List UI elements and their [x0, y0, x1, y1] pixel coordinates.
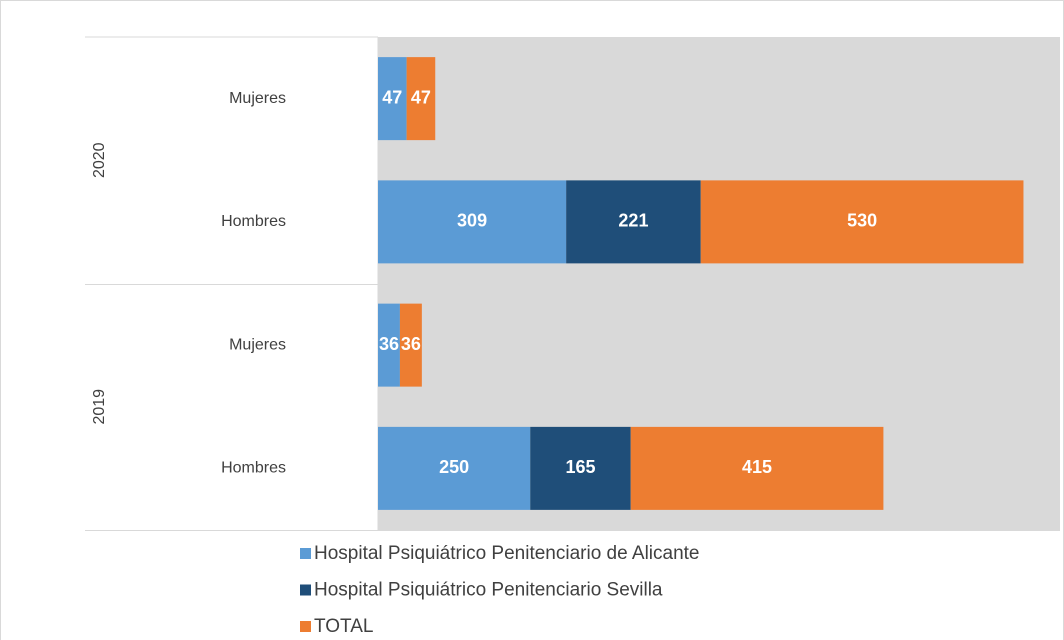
data-label: 250 [439, 457, 469, 477]
bar-segment [530, 426, 631, 510]
bar-segment [378, 57, 407, 141]
legend-label: Hospital Psiquiátrico Penitenciario Sevi… [314, 580, 663, 601]
legend-swatch [300, 584, 311, 596]
legend-swatch [300, 548, 311, 559]
y-tick-label: Hombres [221, 213, 286, 230]
data-label: 221 [618, 211, 648, 231]
data-label: 36 [379, 334, 399, 354]
data-label: 47 [382, 87, 402, 107]
group-label: 2020 [91, 142, 108, 178]
data-label: 415 [742, 457, 772, 477]
bar-segment [399, 303, 422, 387]
bar-segment [378, 426, 531, 510]
data-label: 47 [411, 87, 431, 107]
bar-segment [378, 303, 400, 387]
data-label: 36 [401, 334, 421, 354]
data-label: 165 [565, 457, 595, 477]
bar-segment [406, 57, 436, 141]
y-tick-label: Hombres [221, 460, 286, 477]
bar-segment [700, 180, 1024, 264]
legend-label: TOTAL [314, 616, 373, 637]
bar-segment [630, 426, 884, 510]
group-label: 2019 [91, 389, 108, 425]
legend-label: Hospital Psiquiátrico Penitenciario de A… [314, 543, 700, 564]
legend-swatch [300, 621, 311, 632]
bar-segment [378, 180, 567, 264]
y-tick-label: Mujeres [229, 336, 286, 353]
y-tick-label: Mujeres [229, 90, 286, 107]
data-label: 309 [457, 211, 487, 231]
bar-segment [566, 180, 701, 264]
data-label: 530 [847, 211, 877, 231]
